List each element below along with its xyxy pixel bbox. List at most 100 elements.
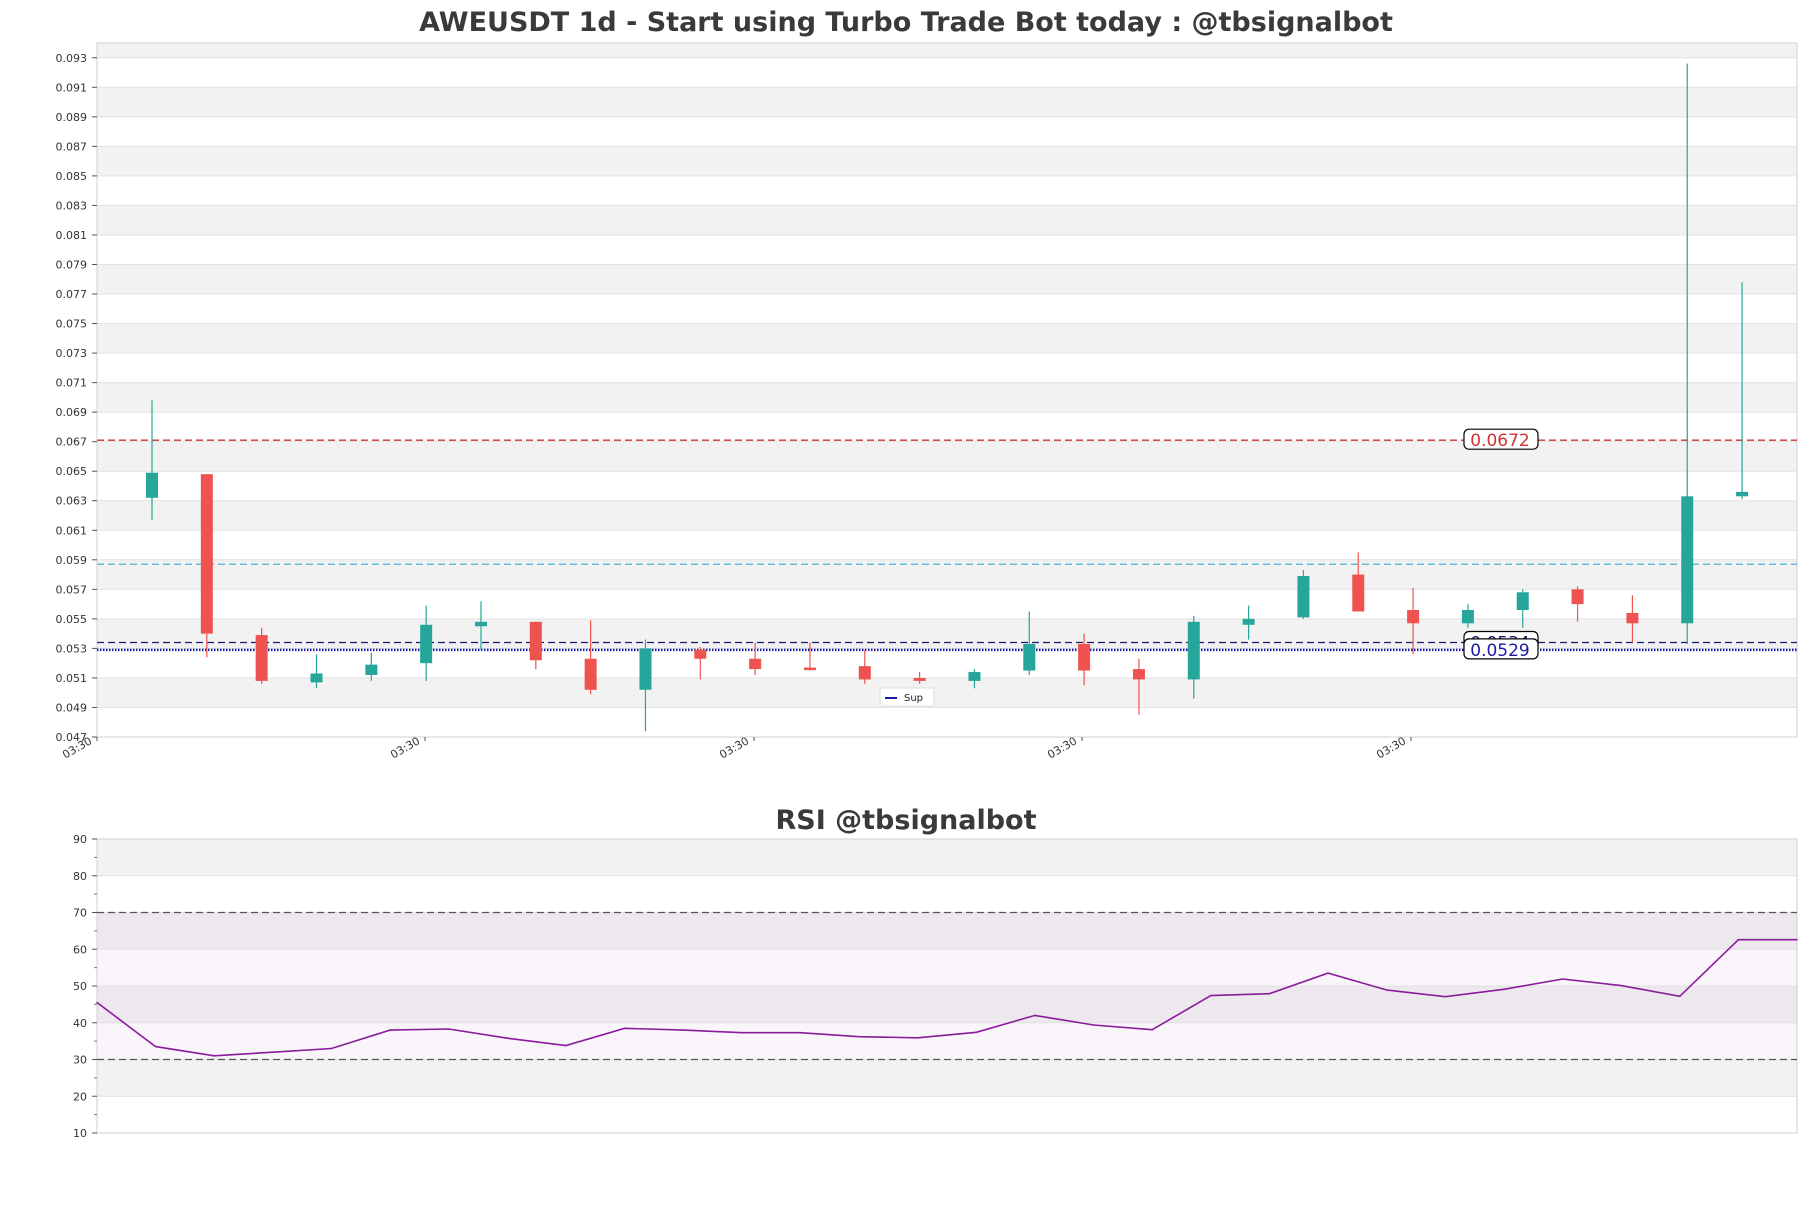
rsi-point [1327, 972, 1329, 974]
candle-body [1352, 574, 1365, 612]
price-y-tick-label: 0.069 [56, 406, 88, 419]
price-level-label: 0.0672 [1470, 431, 1529, 451]
candle-body [200, 474, 213, 634]
rsi-point [741, 1031, 743, 1034]
price-level-label-box [1463, 428, 1539, 450]
price-level-label: 0.0529 [1470, 641, 1529, 661]
rsi-plot: 10 20 30 40 50 60 70 80 90 [73, 833, 1798, 1140]
candle-body [1297, 576, 1310, 618]
price-x-tick-label: 03:30 [1045, 734, 1079, 761]
candle-body [1571, 589, 1584, 605]
rsi-point [447, 1028, 450, 1030]
candle-body [255, 635, 268, 681]
candle-body [1626, 612, 1639, 624]
price-y-tick-label: 0.093 [56, 52, 88, 65]
rsi-point [1561, 978, 1564, 980]
rsi-grid-band [97, 912, 1797, 950]
candle-body [1407, 610, 1420, 624]
candle-body [1516, 592, 1529, 611]
rsi-point [1678, 995, 1681, 998]
rsi-y-tick-label: 10 [73, 1127, 87, 1140]
rsi-point [1209, 994, 1212, 997]
price-y-tick-label: 0.081 [56, 229, 88, 242]
price-chart-title: AWEUSDT 1d - Start using Turbo Trade Bot… [419, 7, 1393, 38]
price-y-tick-label: 0.047 [56, 731, 88, 744]
price-y-tick-label: 0.073 [56, 347, 88, 360]
price-grid-band [97, 146, 1797, 176]
price-x-tick-label: 03:30 [717, 734, 751, 761]
rsi-point [799, 1031, 802, 1034]
price-grid-band [97, 264, 1797, 295]
price-grid-band [97, 441, 1797, 472]
price-plot-frame [96, 42, 1798, 738]
price-grid-band [97, 382, 1797, 413]
rsi-point [506, 1037, 509, 1039]
rsi-line [96, 938, 1797, 1057]
rsi-y-tick-label: 40 [73, 1017, 87, 1030]
price-grid-band [97, 43, 1797, 58]
candle-body [1736, 491, 1749, 497]
rsi-point [330, 1047, 333, 1050]
price-level-label-box [1463, 638, 1539, 660]
rsi-y-tick-label: 90 [73, 833, 87, 846]
rsi-y-tick-label: 30 [73, 1054, 87, 1067]
price-y-tick-label: 0.051 [56, 672, 88, 685]
legend-box [879, 687, 935, 707]
rsi-y-tick-label: 50 [73, 980, 87, 993]
candle-body [584, 658, 597, 690]
price-grid-band [97, 500, 1797, 531]
candle-body [1681, 496, 1694, 624]
rsi-point [623, 1027, 626, 1030]
candle-body [1187, 621, 1200, 680]
rsi-y-tick-label: 20 [73, 1090, 87, 1103]
price-y-tick-label: 0.075 [56, 318, 88, 331]
price-y-tick-label: 0.091 [56, 81, 88, 94]
rsi-point [389, 1029, 391, 1031]
candle-body [310, 673, 323, 683]
price-plot: 0.047 0.049 0.051 0.053 0.055 0.057 0.059 0.061… [56, 42, 1798, 762]
rsi-point [1092, 1024, 1095, 1026]
candle-body [365, 664, 378, 675]
price-y-tick-label: 0.085 [56, 170, 88, 183]
price-grid-band [97, 205, 1797, 235]
rsi-grid-band [97, 839, 1797, 876]
candle-body [694, 649, 707, 659]
candle-body [1078, 643, 1091, 671]
rsi-y-tick-label: 70 [73, 907, 87, 920]
price-y-tick-label: 0.071 [56, 377, 88, 390]
rsi-point [1444, 995, 1447, 998]
rsi-point [975, 1031, 978, 1034]
candle-body [913, 677, 926, 681]
candle-body [529, 621, 542, 661]
rsi-y-tick-label: 80 [73, 870, 87, 883]
candle-body [146, 472, 158, 498]
rsi-point [154, 1045, 157, 1048]
rsi-point [1737, 938, 1740, 941]
rsi-point [916, 1037, 919, 1039]
candle-body [858, 666, 871, 680]
rsi-grid-band [97, 1059, 1797, 1097]
price-y-tick-label: 0.077 [56, 288, 88, 301]
candle-body [803, 667, 816, 671]
price-y-tick-label: 0.057 [56, 583, 88, 596]
price-y-tick-label: 0.049 [56, 701, 88, 714]
price-y-tick-label: 0.067 [56, 436, 88, 449]
rsi-y-tick-label: 60 [73, 943, 87, 956]
rsi-point [565, 1044, 567, 1047]
price-y-tick-label: 0.055 [56, 613, 88, 626]
rsi-point [96, 1001, 98, 1004]
price-grid-band [97, 677, 1797, 708]
candle-body [1242, 618, 1255, 625]
rsi-point [1503, 988, 1505, 991]
candle-body [1023, 643, 1036, 671]
price-y-tick-label: 0.089 [56, 111, 88, 124]
price-y-tick-label: 0.063 [56, 495, 88, 508]
price-grid-band [97, 618, 1797, 649]
rsi-point [1151, 1028, 1153, 1031]
price-x-tick-label: 03:30 [388, 734, 422, 761]
price-x-tick-label: 03:30 [1374, 734, 1408, 761]
rsi-point [1796, 938, 1798, 941]
price-y-tick-label: 0.053 [56, 642, 88, 655]
